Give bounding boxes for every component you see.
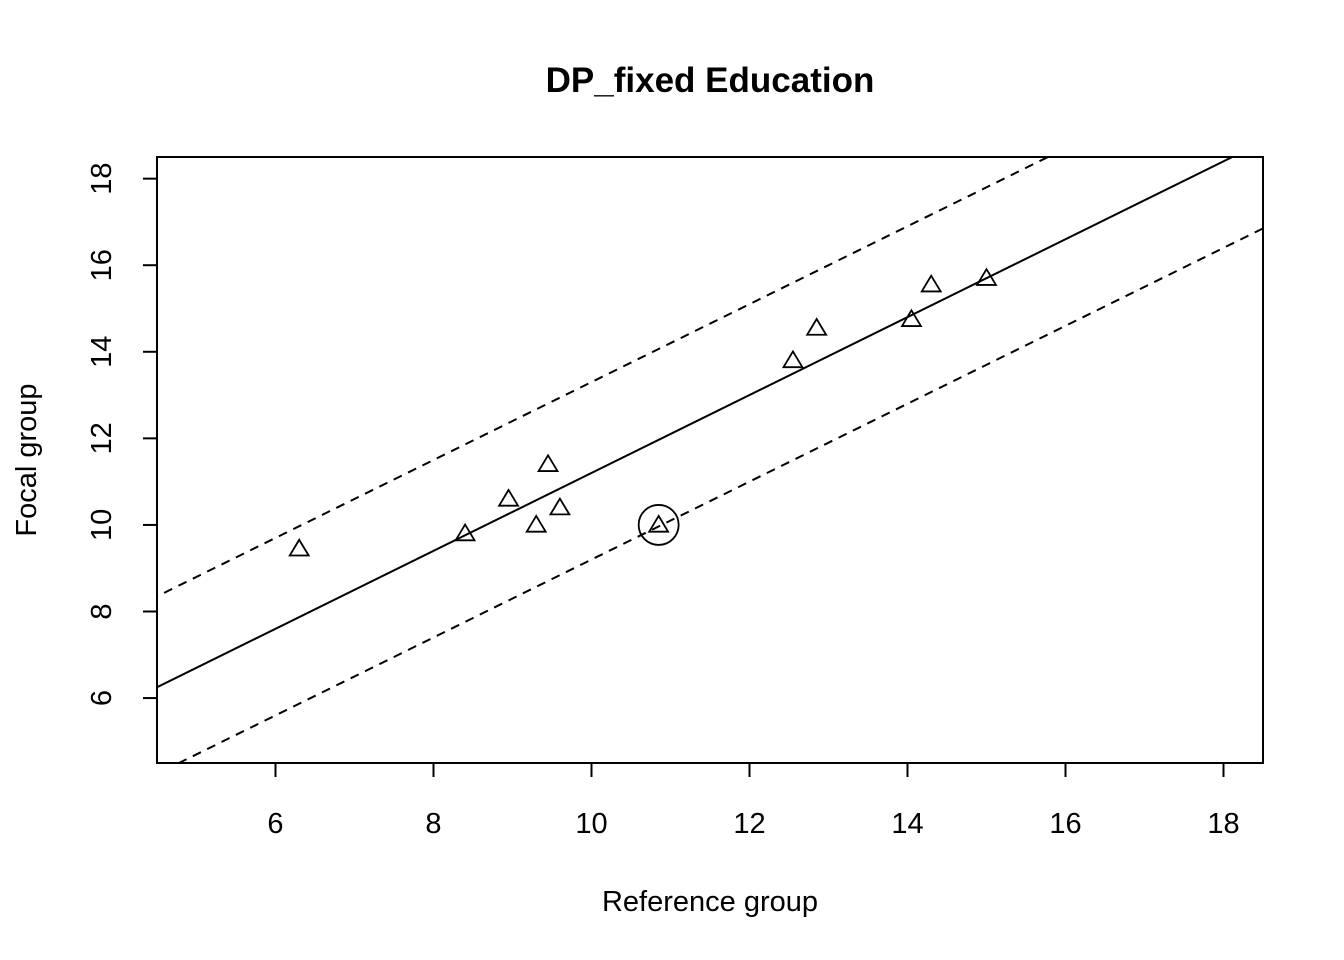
outlier-circle — [637, 504, 680, 546]
data-point — [920, 273, 943, 293]
reference-lines — [157, 157, 1263, 763]
x-tick-label: 6 — [267, 808, 283, 840]
data-point — [805, 317, 828, 336]
chart-title: DP_fixed Education — [546, 61, 875, 100]
fit-line — [157, 157, 1235, 689]
x-tick-label: 16 — [1049, 808, 1081, 840]
data-point — [525, 514, 548, 533]
x-tick-label: 10 — [575, 808, 607, 840]
y-tick-label: 18 — [86, 163, 118, 195]
data-point — [900, 308, 923, 327]
y-axis: 6 8 10 12 14 16 18 — [86, 163, 158, 706]
data-point — [548, 496, 571, 516]
data-point — [975, 267, 998, 286]
x-tick-label: 18 — [1207, 808, 1239, 840]
y-tick-label: 8 — [86, 603, 118, 619]
y-tick-label: 6 — [86, 690, 118, 706]
y-tick-label: 16 — [86, 249, 118, 281]
y-axis-label: Focal group — [11, 383, 43, 536]
confidence-line — [176, 227, 1263, 763]
x-tick-label: 12 — [733, 808, 765, 840]
x-axis: 6 8 10 12 14 16 18 — [267, 762, 1240, 840]
y-tick-label: 10 — [86, 509, 118, 541]
plot-frame — [156, 156, 1264, 764]
x-axis-label: Reference group — [602, 886, 818, 918]
y-tick-label: 12 — [86, 422, 118, 454]
x-tick-label: 14 — [891, 808, 923, 840]
data-point — [497, 488, 520, 507]
data-point — [288, 537, 311, 557]
data-point — [537, 453, 560, 472]
confidence-line — [157, 157, 1051, 598]
data-point — [454, 522, 477, 542]
data-point — [647, 514, 670, 533]
x-tick-label: 8 — [425, 808, 441, 840]
data-point — [781, 349, 804, 369]
y-tick-label: 14 — [86, 336, 118, 368]
data-points — [288, 267, 998, 557]
